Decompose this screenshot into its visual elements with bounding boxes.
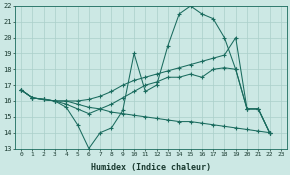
X-axis label: Humidex (Indice chaleur): Humidex (Indice chaleur) [91, 163, 211, 172]
